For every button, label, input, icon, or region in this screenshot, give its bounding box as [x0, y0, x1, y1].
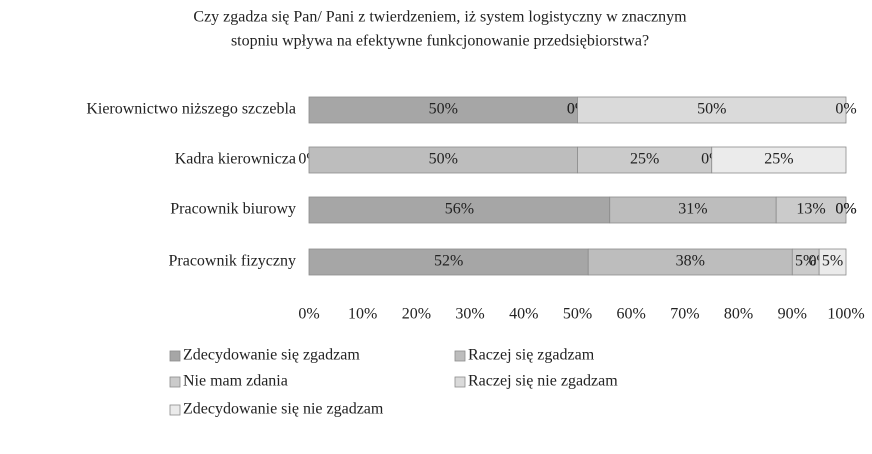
bar-segment — [308, 146, 578, 174]
x-tick-label: 60% — [617, 306, 646, 323]
y-tick-label: Pracownik biurowy — [170, 201, 296, 218]
data-label: 50% — [429, 101, 458, 118]
x-tick-label: 30% — [455, 306, 484, 323]
legend-swatch — [454, 350, 466, 362]
x-tick-label: 100% — [827, 306, 864, 323]
legend-swatch — [169, 350, 181, 362]
legend-label: Raczej się zgadzam — [468, 347, 595, 364]
data-label: 25% — [764, 151, 793, 168]
data-label: 0% — [835, 201, 856, 218]
legend-swatch — [169, 404, 181, 416]
bar-segment — [587, 248, 793, 276]
y-tick-label: Kierownictwo niższego szczebla — [86, 101, 296, 118]
x-tick-label: 40% — [509, 306, 538, 323]
data-label: 0% — [835, 101, 856, 118]
x-tick-label: 0% — [298, 306, 319, 323]
data-label: 52% — [434, 253, 463, 270]
legend-label: Raczej się nie zgadzam — [468, 373, 618, 390]
bar-segment — [577, 96, 847, 124]
bar-segment — [775, 196, 847, 224]
data-label: 5% — [795, 253, 816, 270]
chart-title: Czy zgadza się Pan/ Pani z twierdzeniem,… — [193, 9, 687, 26]
x-tick-label: 20% — [402, 306, 431, 323]
data-label: 50% — [697, 101, 726, 118]
bar-segment — [791, 248, 820, 276]
data-label: 31% — [678, 201, 707, 218]
data-label: 25% — [630, 151, 659, 168]
bar-segment — [308, 96, 578, 124]
data-label: 13% — [796, 201, 825, 218]
bar-segment — [308, 196, 611, 224]
x-tick-label: 80% — [724, 306, 753, 323]
legend-label: Nie mam zdania — [183, 373, 288, 390]
x-tick-label: 50% — [563, 306, 592, 323]
data-label: 0% — [835, 201, 856, 218]
bar-segment — [818, 248, 847, 276]
x-tick-label: 90% — [778, 306, 807, 323]
y-tick-label: Pracownik fizyczny — [168, 253, 296, 270]
x-tick-label: 70% — [670, 306, 699, 323]
legend-label: Zdecydowanie się nie zgadzam — [183, 401, 384, 418]
data-label: 5% — [822, 253, 843, 270]
data-label: 56% — [445, 201, 474, 218]
data-label: 38% — [676, 253, 705, 270]
legend-swatch — [169, 376, 181, 388]
chart-title: stopniu wpływa na efektywne funkcjonowan… — [231, 33, 649, 50]
legend-label: Zdecydowanie się zgadzam — [183, 347, 360, 364]
bar-segment — [609, 196, 777, 224]
bar-segment — [308, 248, 589, 276]
bar-segment — [711, 146, 847, 174]
data-label: 50% — [429, 151, 458, 168]
x-tick-label: 10% — [348, 306, 377, 323]
legend-swatch — [454, 376, 466, 388]
y-tick-label: Kadra kierownicza — [175, 151, 296, 168]
